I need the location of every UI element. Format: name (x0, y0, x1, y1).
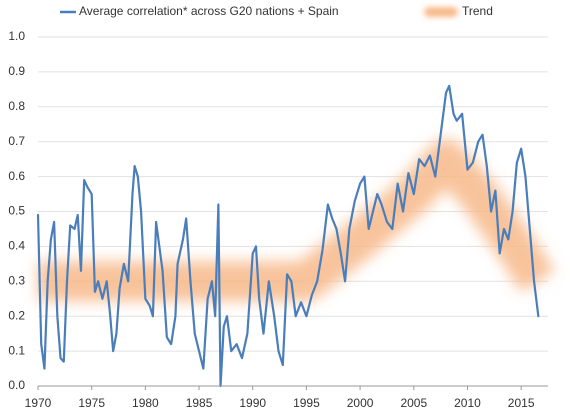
legend-band-swatch (424, 7, 458, 17)
x-tick-label: 1980 (132, 396, 159, 410)
y-tick-label: 0.4 (8, 239, 25, 253)
y-tick-label: 0.7 (8, 134, 25, 148)
y-tick-label: 0.0 (8, 378, 25, 392)
y-tick-label: 0.3 (8, 273, 25, 287)
x-tick-label: 1990 (239, 396, 266, 410)
legend-label: Trend (462, 4, 493, 18)
y-tick-label: 0.8 (8, 99, 25, 113)
trend-band (38, 139, 555, 302)
y-tick-label: 0.1 (8, 343, 25, 357)
series-line (36, 84, 540, 388)
x-tick-label: 2015 (508, 396, 535, 410)
x-tick-label: 1985 (186, 396, 213, 410)
y-tick-label: 0.6 (8, 169, 25, 183)
y-tick-label: 1.0 (8, 29, 25, 43)
y-tick-label: 0.2 (8, 308, 25, 322)
x-tick-label: 1995 (293, 396, 320, 410)
y-tick-label: 0.9 (8, 64, 25, 78)
x-tick-label: 1975 (78, 396, 105, 410)
x-tick-label: 2010 (454, 396, 481, 410)
y-tick-label: 0.5 (8, 204, 25, 218)
legend-label: Average correlation* across G20 nations … (79, 4, 339, 18)
x-tick-label: 2005 (400, 396, 427, 410)
x-tick-label: 1970 (25, 396, 52, 410)
x-tick-label: 2000 (347, 396, 374, 410)
